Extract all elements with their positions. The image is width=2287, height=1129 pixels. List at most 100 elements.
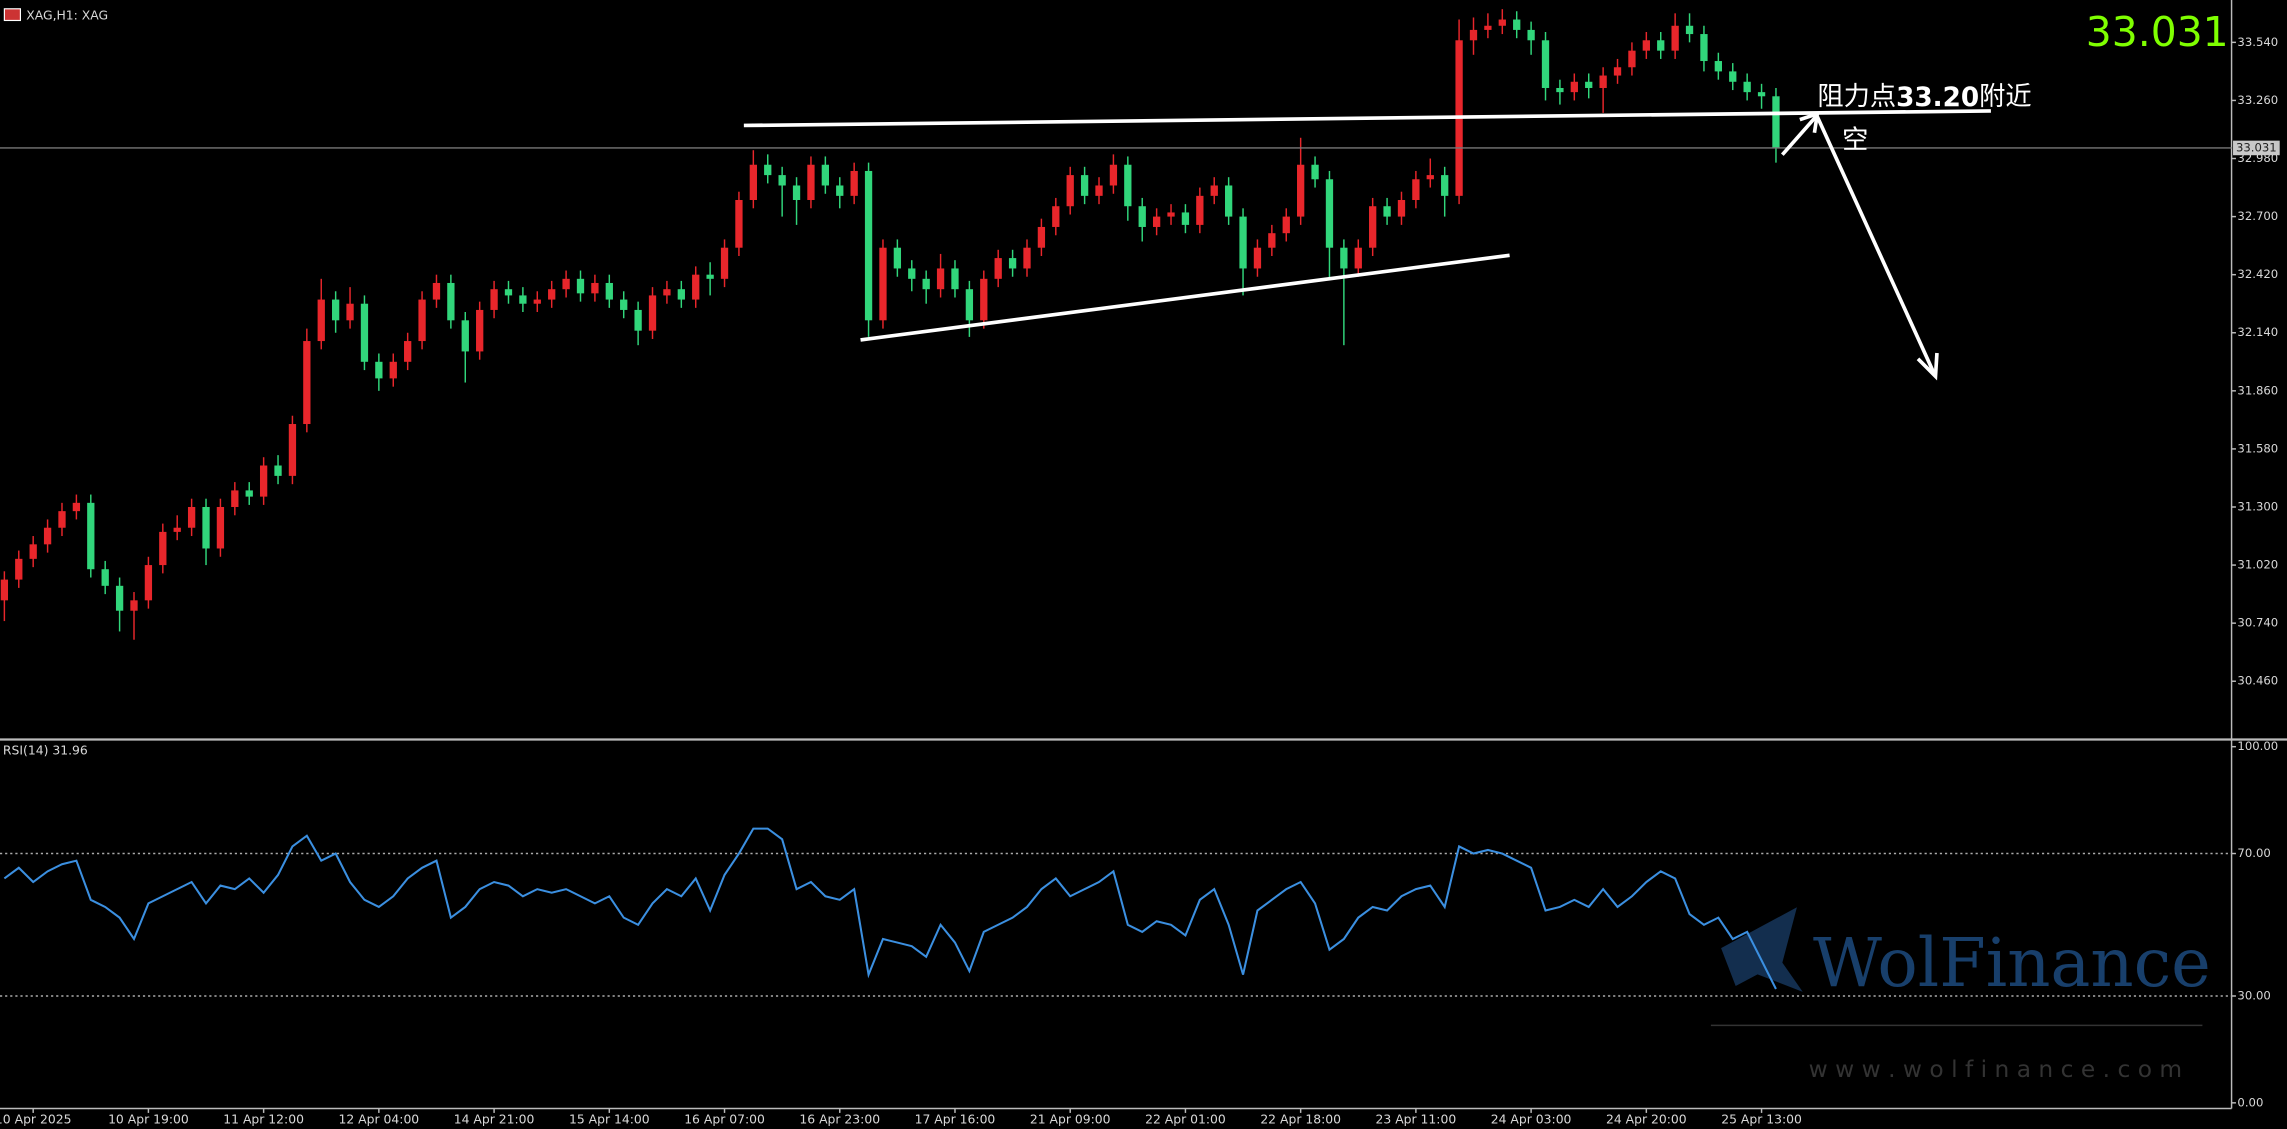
candle-body [1729,71,1737,82]
current-price-tag [2233,140,2280,156]
candle-body [216,506,225,549]
candle-body [173,527,181,532]
candle-body [720,247,729,279]
candle-body [648,295,657,331]
candle-body [908,268,916,279]
candle-body [87,502,95,570]
candle-body [1181,212,1190,225]
candle-body [375,361,383,379]
x-tick-label: 14 Apr 21:00 [454,1112,535,1127]
candle-body [1397,200,1406,217]
x-tick-label: 10 Apr 2025 [0,1112,71,1127]
y-tick-label: 31.020 [2237,558,2278,572]
candle-body [1124,164,1132,207]
action-annotation: 空 [1842,126,1868,156]
candle-body [43,527,52,545]
candle-body [1642,40,1650,51]
candle-body [1412,179,1420,201]
x-tick-label: 10 Apr 19:00 [108,1112,189,1127]
candle-body [461,320,469,352]
annotation-part: 阻力点 [1817,82,1896,112]
candle-body [692,274,700,300]
candle-body [1657,40,1665,51]
candle-body [634,309,642,331]
candle-body [1714,61,1722,72]
candle-body [159,531,167,566]
candle-body [821,164,830,186]
candle-body [764,164,772,176]
y-tick-label: 33.540 [2237,35,2278,49]
resistance-annotation: 阻力点33.20附近 [1817,82,2031,113]
candle-body [951,268,959,290]
watermark-brand: WolFinance [1813,924,2211,1002]
candle-body [735,200,743,248]
candle-body [519,295,527,304]
candle-body [1772,96,1780,148]
candle-body [1268,233,1276,248]
candle-body [231,490,239,507]
candle-body [58,511,66,528]
candle-body [115,585,124,611]
y-tick-label: 31.300 [2237,499,2278,513]
candle-body [1613,67,1622,76]
watermark: WolFinance w w w . w o l f i n a n c e .… [1710,907,2211,1083]
candle-body [807,164,815,201]
candle-body [187,506,196,528]
candle-body [29,544,37,559]
y-tick-label: 0.00 [2237,1095,2263,1109]
candle-body [1282,216,1290,234]
candle-body [980,278,988,321]
candle-body [1095,185,1103,196]
candle-body [1023,247,1031,269]
candle-body [1297,164,1305,217]
x-tick-label: 25 Apr 13:00 [1721,1112,1802,1127]
candle-body [850,170,858,196]
x-tick-label: 11 Apr 12:00 [223,1112,304,1127]
candle-body [1585,81,1593,88]
candle-body [144,565,153,601]
candle-body [1671,25,1679,51]
symbol-icon [3,8,22,22]
candle-body [1340,247,1348,269]
candle-body [404,341,412,362]
candle-body [389,361,397,379]
x-tick-label: 23 Apr 11:00 [1376,1112,1457,1127]
candle-body [360,303,369,362]
candle-body [1441,175,1449,196]
candle-body [1311,164,1319,180]
candle-body [778,175,786,186]
candle-body [1556,87,1564,93]
arrow-down-head [1916,352,1939,381]
candle-body [994,258,1002,279]
candle-body [1109,164,1118,186]
candle-body [1325,179,1334,248]
watermark-logo [1721,907,1803,992]
candle-body [864,170,873,321]
candle-body [1498,19,1506,26]
x-tick-label: 21 Apr 09:00 [1030,1112,1111,1127]
y-tick-label: 100.00 [2237,739,2278,753]
candle-body [490,289,498,310]
candle-body [1685,25,1694,35]
candle-body [576,278,585,294]
x-tick-label: 22 Apr 18:00 [1260,1112,1341,1127]
candle-body [1052,206,1060,227]
y-tick-label: 30.460 [2237,674,2278,688]
y-tick-label: 31.580 [2237,441,2278,455]
arrow-down [1815,115,1936,375]
candle-body [1599,75,1607,88]
candle-body [1253,247,1262,269]
candle-body [418,299,426,342]
candle-body [1513,19,1521,30]
candle-body [533,299,541,304]
candle-body [1080,175,1089,196]
candle-body [1426,175,1434,180]
candle-body [202,506,210,549]
candle-body [605,282,613,300]
rsi-line [3,827,1777,990]
candle-body [1037,226,1046,248]
candle-body [706,274,714,279]
candle-body [548,289,556,300]
